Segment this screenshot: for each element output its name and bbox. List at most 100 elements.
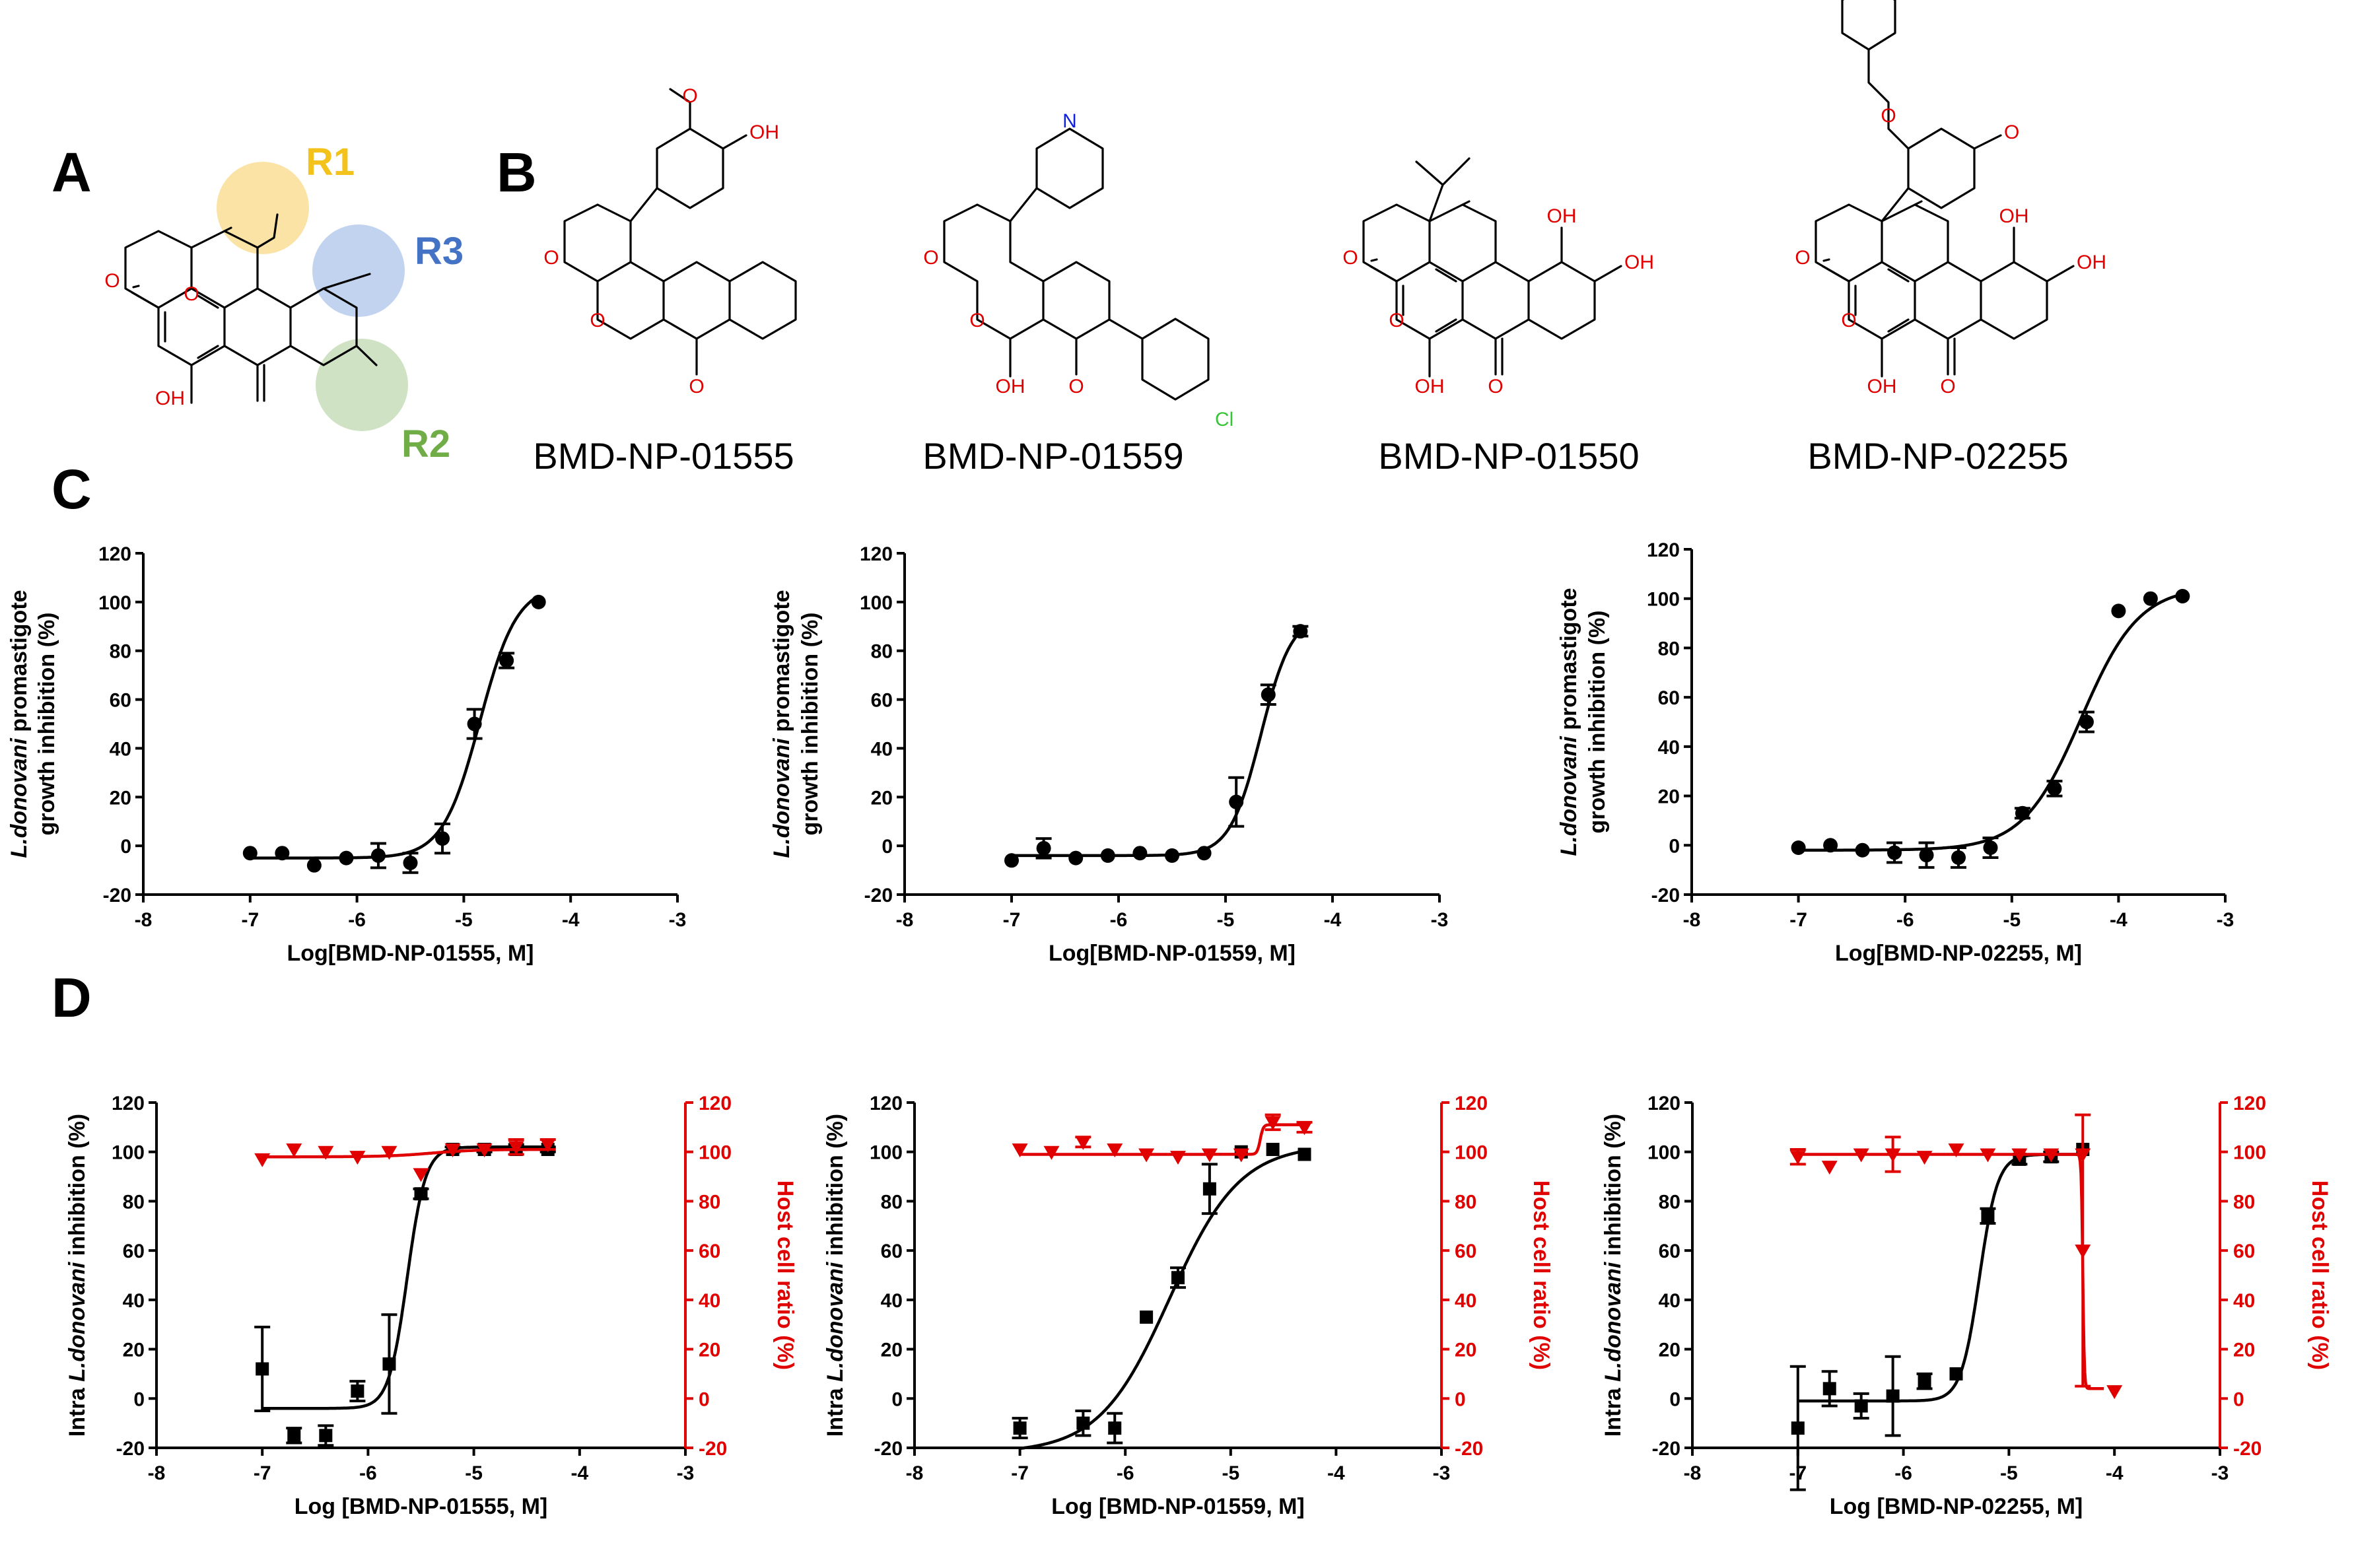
svg-text:O: O <box>104 270 120 292</box>
y2-tick-label: 0 <box>1455 1388 1466 1410</box>
x-tick-label: -5 <box>1222 1462 1239 1484</box>
x-tick-label: -3 <box>677 1462 695 1484</box>
data-point <box>1886 1389 1900 1403</box>
x-tick-label: -6 <box>359 1462 377 1484</box>
x-tick-label: -6 <box>348 909 366 931</box>
compound-name-02255: BMD-NP-02255 <box>1807 435 2068 477</box>
data-point <box>1076 1416 1090 1430</box>
chart-D1: -20 0 20 40 60 80 100 120 -8 -7 -6 -5 -4 -3 Log [BMD-N… <box>65 1093 798 1519</box>
data-point <box>275 846 290 861</box>
y-tick-label: 40 <box>123 1290 145 1312</box>
x-tick-label: -4 <box>2106 1462 2124 1484</box>
y2-axis-title: Host cell ratio (%) <box>2307 1180 2332 1370</box>
r2-label: R2 <box>401 423 450 465</box>
data-point <box>1100 848 1115 863</box>
x-axis-title: Log [BMD-NP-01555, M] <box>294 1494 547 1519</box>
fit-curve <box>250 594 539 860</box>
scaffold-structure: O O OH <box>104 213 378 409</box>
data-point <box>382 1357 396 1371</box>
data-point <box>287 1429 301 1443</box>
data-point <box>2106 1385 2123 1400</box>
svg-text:O: O <box>1795 247 1810 269</box>
data-point <box>254 1153 271 1167</box>
x-axis-title: Log[BMD-NP-02255, M] <box>1835 941 2082 966</box>
svg-text:O: O <box>1342 247 1358 269</box>
data-point <box>2175 588 2190 603</box>
y-tick-label: 120 <box>860 543 893 565</box>
data-point <box>1983 840 1998 856</box>
x-tick-label: -8 <box>135 909 153 931</box>
y-tick-label: 120 <box>1647 539 1680 561</box>
x-tick-label: -8 <box>1684 1462 1702 1484</box>
svg-text:O: O <box>682 85 697 107</box>
data-point <box>1036 840 1051 856</box>
data-point <box>2075 1244 2091 1259</box>
y-tick-label: -20 <box>1652 1438 1680 1460</box>
y-tick-label: 0 <box>133 1388 145 1410</box>
compound-name-01555: BMD-NP-01555 <box>533 435 794 477</box>
data-point <box>1068 850 1084 866</box>
y2-tick-label: 120 <box>2233 1093 2266 1114</box>
r3-circle <box>312 224 405 317</box>
y2-tick-label: 100 <box>2233 1142 2266 1164</box>
data-point <box>2015 805 2030 821</box>
y-axis-title: L.donovani promastigote <box>1556 588 1581 856</box>
data-point <box>435 831 450 846</box>
y-tick-label: 0 <box>1669 835 1680 857</box>
y-tick-label: 20 <box>1659 1340 1680 1361</box>
compound-name-01550: BMD-NP-01550 <box>1378 435 1639 477</box>
x-tick-label: -5 <box>1217 909 1235 931</box>
y-tick-label: 80 <box>123 1191 145 1213</box>
y-tick-label: 20 <box>123 1340 145 1361</box>
data-point <box>1791 840 1806 856</box>
data-point <box>1132 846 1148 861</box>
fit-curve <box>1020 1149 1305 1450</box>
y-tick-label: 100 <box>1647 589 1680 611</box>
data-point <box>1980 1148 1996 1163</box>
r1-circle <box>217 162 309 254</box>
data-point <box>1855 842 1870 858</box>
data-point <box>403 855 418 870</box>
compound-name-01559: BMD-NP-01559 <box>922 435 1183 477</box>
y-tick-label: 120 <box>870 1093 903 1114</box>
y2-tick-label: 100 <box>1455 1142 1488 1164</box>
structure-02255: O O O OH OH OH O O O <box>1795 0 2106 397</box>
svg-text:O: O <box>1389 310 1404 331</box>
y-axis-title: growth inhibition (%) <box>798 612 823 835</box>
data-point <box>1013 1421 1027 1435</box>
data-point <box>1791 1421 1805 1435</box>
svg-text:OH: OH <box>1624 252 1654 273</box>
x-tick-label: -8 <box>148 1462 166 1484</box>
y-tick-label: 60 <box>871 690 893 712</box>
y2-tick-label: 40 <box>699 1290 720 1312</box>
data-point <box>1887 845 1902 860</box>
svg-text:O: O <box>1488 376 1503 397</box>
data-point <box>1919 848 1934 863</box>
y-axis-title: L.donovani promastigote <box>769 590 794 858</box>
data-point <box>1043 1145 1060 1160</box>
svg-text:O: O <box>969 310 985 331</box>
data-point <box>499 653 514 668</box>
y2-tick-label: 60 <box>1455 1241 1476 1262</box>
y2-tick-label: 80 <box>1455 1191 1476 1213</box>
y-tick-label: 40 <box>871 738 893 760</box>
y-tick-label: -20 <box>1651 885 1680 906</box>
y-tick-label: 40 <box>1658 737 1680 759</box>
svg-text:OH: OH <box>1547 205 1577 227</box>
fit-curve <box>262 1147 548 1159</box>
x-tick-label: -7 <box>1011 1462 1029 1484</box>
y2-tick-label: 0 <box>699 1388 710 1410</box>
y-tick-label: 0 <box>891 1388 903 1410</box>
data-point <box>1823 838 1838 853</box>
y-tick-label: -20 <box>874 1438 903 1460</box>
svg-text:OH: OH <box>155 388 185 409</box>
data-point <box>1108 1421 1122 1435</box>
svg-text:Cl: Cl <box>1215 409 1233 430</box>
data-point <box>1266 1142 1280 1156</box>
data-point <box>1298 1147 1311 1161</box>
y2-tick-label: 120 <box>699 1093 732 1114</box>
y-tick-label: 120 <box>1647 1093 1680 1114</box>
y-tick-label: 80 <box>1658 638 1680 660</box>
